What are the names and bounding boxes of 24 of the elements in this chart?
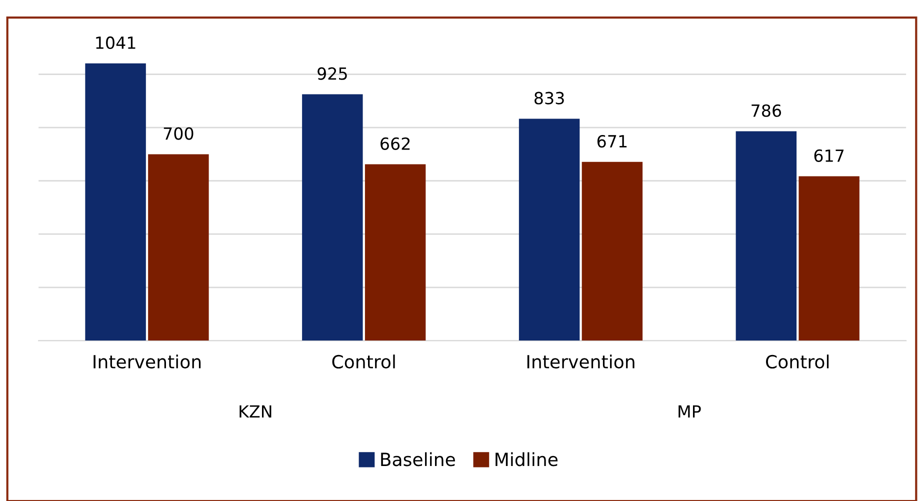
data-label: 671 — [597, 134, 627, 148]
bar — [364, 164, 426, 341]
x-tick-label: Control — [766, 354, 829, 369]
bar — [85, 63, 146, 341]
data-label: 617 — [814, 149, 844, 162]
bar — [582, 162, 643, 341]
data-label: 833 — [534, 92, 564, 104]
x-tick-label: Intervention — [527, 354, 634, 369]
x-tick-label: Control — [332, 354, 395, 369]
bar — [148, 154, 209, 341]
legend-label: Midline — [496, 452, 558, 466]
text: MP — [678, 405, 701, 418]
data-label: 662 — [380, 137, 410, 150]
data-label: 925 — [318, 67, 347, 80]
data-label: 700 — [164, 127, 194, 140]
data-label: 786 — [752, 104, 782, 117]
legend-label: Baseline — [381, 452, 455, 466]
bar — [518, 118, 580, 341]
bar — [302, 94, 363, 341]
bar — [798, 176, 860, 341]
text: KZN — [240, 405, 272, 418]
data-label: 1041 — [96, 36, 136, 49]
bar — [736, 131, 797, 341]
x-tick-label: Intervention — [94, 354, 201, 369]
